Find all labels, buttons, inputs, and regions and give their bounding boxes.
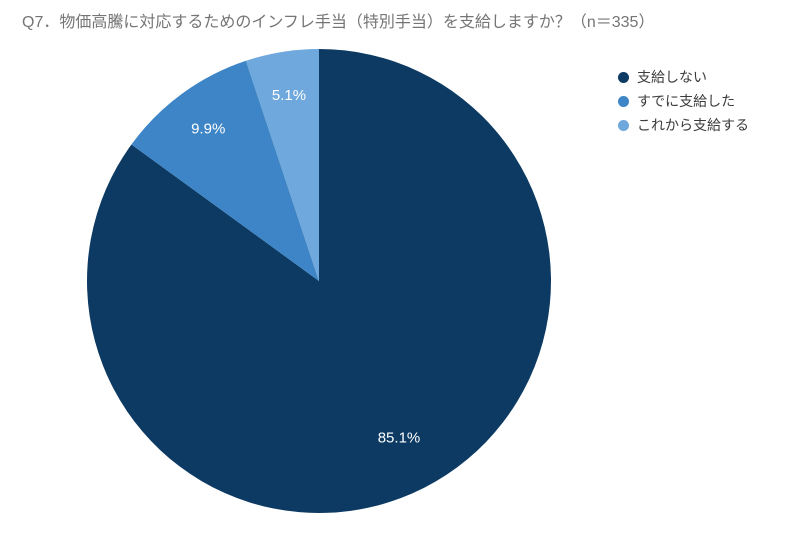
pie-slice-1	[131, 60, 319, 281]
chart-title: Q7．物価高騰に対応するためのインフレ手当（特別手当）を支給しますか？（n＝33…	[22, 14, 655, 31]
pie-slice-2	[245, 49, 319, 281]
legend-item-2: これから支給する	[618, 113, 749, 137]
chart-legend: 支給しないすでに支給した これから支給する	[618, 65, 749, 137]
legend-swatch-icon	[618, 71, 629, 83]
slice-value-label-2: 5.1%	[272, 87, 306, 104]
pie-slice-0	[87, 49, 552, 513]
legend-item-1: すでに支給した	[618, 89, 749, 113]
legend-swatch-icon	[618, 119, 629, 131]
legend-label: これから支給する	[637, 117, 749, 133]
legend-label: すでに支給した	[637, 93, 736, 109]
legend-swatch-icon	[618, 95, 629, 107]
legend-label: 支給しない	[637, 69, 707, 85]
slice-value-label-0: 85.1%	[378, 430, 421, 447]
slice-value-label-1: 9.9%	[191, 121, 225, 138]
legend-item-0: 支給しない	[618, 65, 749, 89]
